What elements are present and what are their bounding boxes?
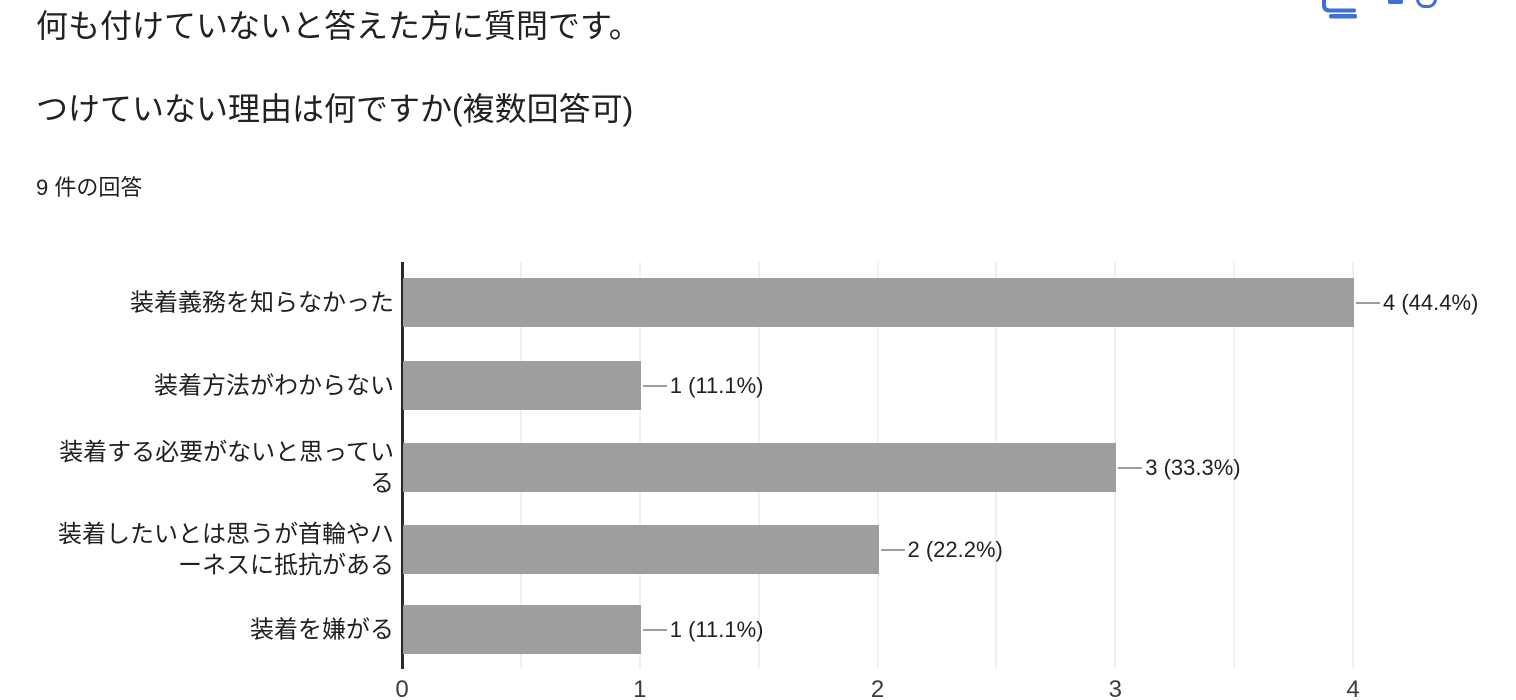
gridline [1233,262,1236,668]
value-label: 1 (11.1%) [669,372,764,398]
x-tick-label: 1 [633,676,647,700]
question-title-line2: つけていない理由は何ですか(複数回答可) [36,91,634,127]
value-label: 3 (33.3%) [1145,454,1241,480]
y-axis-line [401,262,404,669]
responses-count: 9 件の回答 [36,175,143,200]
bar [403,361,641,410]
value-label: 1 (11.1%) [669,616,764,642]
bar [403,525,879,574]
value-label: 4 (44.4%) [1383,289,1479,315]
value-callout-line [642,384,667,387]
question-title-line1: 何も付けていないと答えた方に質問です。 [36,8,641,44]
value-callout-line [1118,466,1143,469]
category-label: 装着を嫌がる [250,616,394,643]
bar [403,443,1117,492]
bar [403,278,1354,327]
category-label: 装着したいとは思うが首輪やハーネスに抵抗がある [58,520,394,579]
value-callout-line [642,628,667,631]
x-tick-label: 4 [1346,676,1360,700]
bar [403,605,641,654]
gridline [1352,262,1354,668]
copy-icon [1322,0,1357,19]
value-callout-line [880,548,905,551]
x-tick-label: 0 [395,676,409,700]
toolbar-icon-fragment[interactable] [1416,0,1437,8]
category-label: 装着する必要がないと思っている [59,438,394,497]
copy-chart-button[interactable] [1320,0,1362,22]
category-label: 装着方法がわからない [154,372,394,399]
horizontal-bar-chart: 装着義務を知らなかった 4 (44.4%) 装着方法がわからない 1 (11.1%) 装… [0,262,1516,700]
x-tick-label: 3 [1108,676,1122,700]
toolbar-icon-fragment[interactable] [1388,0,1403,4]
x-tick-label: 2 [870,676,885,700]
value-label: 2 (22.2%) [907,536,1003,562]
value-callout-line [1356,301,1380,304]
category-label: 装着義務を知らなかった [130,289,394,316]
